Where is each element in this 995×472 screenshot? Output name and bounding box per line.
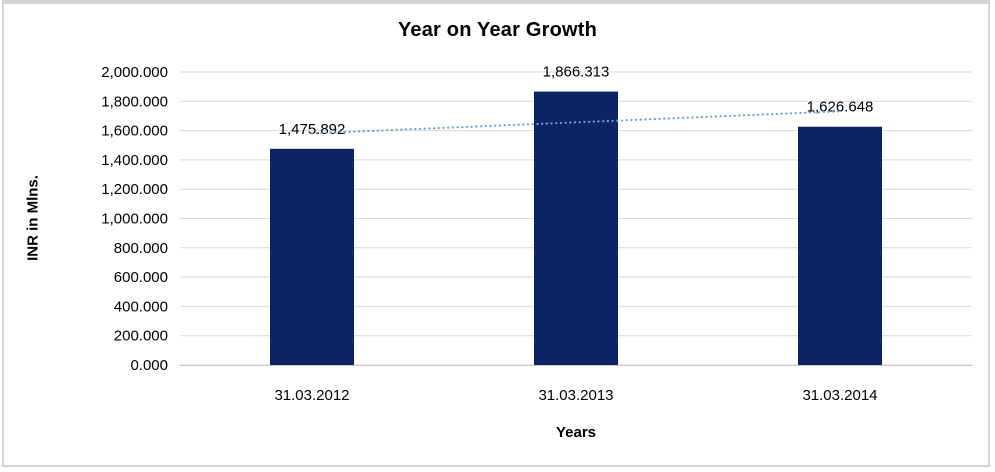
y-tick-label: 1,200.000 [101, 181, 168, 198]
x-category-label: 31.03.2013 [538, 387, 613, 404]
trendline [310, 110, 842, 135]
data-label: 1,475.892 [279, 121, 346, 138]
y-tick-label: 400.000 [114, 298, 168, 315]
y-tick-label: 0.000 [130, 357, 168, 374]
y-tick-label: 1,400.000 [101, 152, 168, 169]
y-tick-label: 1,800.000 [101, 93, 168, 110]
data-label: 1,626.648 [807, 99, 874, 116]
x-category-label: 31.03.2014 [802, 387, 877, 404]
bar [270, 148, 354, 365]
y-tick-label: 1,000.000 [101, 211, 168, 228]
y-tick-label: 200.000 [114, 328, 168, 345]
x-category-label: 31.03.2012 [274, 387, 349, 404]
data-label: 1,866.313 [543, 64, 610, 81]
y-tick-label: 1,600.000 [101, 123, 168, 140]
y-tick-label: 600.000 [114, 269, 168, 286]
y-tick-label: 800.000 [114, 240, 168, 257]
y-tick-label: 2,000.000 [101, 64, 168, 81]
bar [534, 91, 618, 365]
chart-title: Year on Year Growth [397, 19, 598, 41]
x-axis-title: Years [555, 424, 597, 441]
bar [798, 126, 882, 365]
